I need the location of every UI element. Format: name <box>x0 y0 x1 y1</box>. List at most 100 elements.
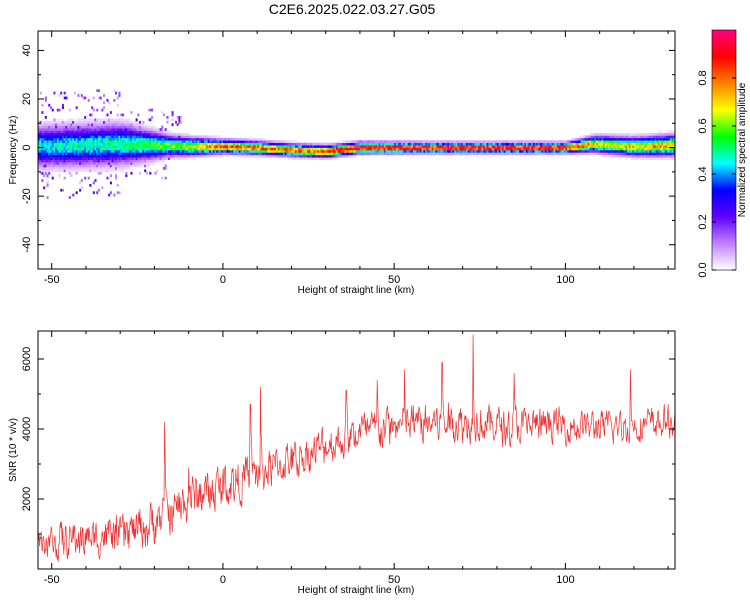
spectrogram-cell <box>156 130 159 134</box>
spectrogram-cell <box>510 140 513 144</box>
spectrogram-cell <box>144 133 147 136</box>
spectrogram-cell <box>85 137 88 141</box>
spectrogram-cell <box>207 142 210 146</box>
spectrogram-cell <box>91 130 94 134</box>
spectrogram-cell <box>628 145 631 148</box>
spectrogram-cell <box>120 145 123 148</box>
spectrogram-cell <box>68 162 71 165</box>
spectrogram-cell <box>452 152 455 156</box>
spectrogram-cell <box>91 150 94 153</box>
spectrogram-cell <box>481 150 484 153</box>
spectrogram-cell <box>109 164 112 168</box>
spectrogram-cell <box>418 147 421 151</box>
spectrogram-cell <box>151 130 154 134</box>
spectrogram-cell <box>41 123 44 127</box>
spectrogram-cell <box>70 135 73 139</box>
spectrogram-cell <box>140 164 143 168</box>
spectrogram-cell <box>555 142 558 146</box>
spectrogram-cell <box>515 147 518 151</box>
spectrogram-cell <box>301 154 304 158</box>
spectrogram-cell <box>644 157 647 161</box>
spectrogram-cell <box>618 135 621 139</box>
spectrogram-cell <box>56 120 59 124</box>
spectrogram-cell <box>512 140 515 144</box>
spectrogram-cell <box>597 145 600 148</box>
spectrogram-cell <box>72 128 75 131</box>
spectrogram-cell <box>130 171 133 175</box>
spectrogram-cell <box>380 150 383 153</box>
spectrogram-cell <box>133 150 136 153</box>
spectrogram-cell <box>72 118 75 122</box>
spectrogram-cell <box>132 147 135 151</box>
spectrogram-cell <box>139 171 142 175</box>
spectrogram-cell <box>284 154 287 158</box>
spectrogram-cell <box>258 150 261 153</box>
spectrogram-cell <box>116 125 119 129</box>
spectrogram-cell <box>663 145 666 148</box>
spectrogram-cell <box>135 140 138 144</box>
spectrogram-cell <box>397 142 400 146</box>
spectrogram-cell <box>130 137 133 141</box>
spectrogram-cell <box>527 150 530 153</box>
spectrogram-cell <box>53 137 56 141</box>
spectrogram-cell <box>577 145 580 148</box>
spectrogram-cell <box>392 142 395 146</box>
spectrogram-cell <box>94 167 97 170</box>
spectrogram-cell <box>315 142 318 146</box>
spectrogram-cell <box>459 147 462 151</box>
spectrogram-cell <box>43 157 46 161</box>
spectrogram-cell <box>103 167 106 170</box>
spectrogram-cell <box>128 133 131 136</box>
spectrogram-cell <box>121 157 124 161</box>
spectrogram-cell <box>284 147 287 151</box>
spectrogram-cell <box>255 154 258 158</box>
spectrogram-cell <box>279 152 282 156</box>
spectrogram-cell <box>87 167 90 170</box>
spectrogram-cell <box>168 135 171 139</box>
spectrogram-cell <box>99 118 102 122</box>
spectrogram-cell <box>637 157 640 161</box>
spectrogram-cell <box>190 142 193 146</box>
spectrogram-cell <box>75 123 78 127</box>
spectrogram-cell <box>38 164 41 168</box>
spectrogram-cell <box>106 128 109 131</box>
spectrogram-cell <box>428 152 431 156</box>
spectrogram-cell <box>130 150 133 153</box>
spectrogram-cell <box>55 159 58 163</box>
spectrogram-cell <box>673 133 675 136</box>
spectrogram-cell <box>462 142 465 146</box>
spectrogram-cell <box>161 135 164 139</box>
spectrogram-cell <box>173 145 176 148</box>
spectrogram-cell <box>243 137 246 141</box>
spectrogram-cell <box>382 145 385 148</box>
spectrogram-cell <box>113 120 116 124</box>
spectrogram-cell <box>639 142 642 146</box>
spectrogram-cell <box>43 164 46 168</box>
spectrogram-cell <box>80 137 83 141</box>
spectrogram-cell <box>77 123 80 127</box>
spectrogram-cell <box>46 169 49 173</box>
spectrogram-cell <box>68 164 71 168</box>
spectrogram-cell <box>39 167 42 170</box>
spectrogram-cell <box>151 116 154 119</box>
spectrogram-cell <box>55 164 58 168</box>
spectrogram-cell <box>106 133 109 136</box>
spectrogram-cell <box>448 152 451 156</box>
spectrogram-cell <box>277 152 280 156</box>
spectrogram-cell <box>101 186 104 190</box>
spectrogram-cell <box>51 137 54 141</box>
spectrogram-cell <box>560 145 563 148</box>
spectrogram-cell <box>193 150 196 153</box>
spectrogram-cell <box>627 152 630 156</box>
spectrogram-cell <box>72 164 75 168</box>
spectrogram-cell <box>228 145 231 148</box>
spectrogram-cell <box>466 142 469 146</box>
spectrogram-cell <box>389 147 392 151</box>
spectrogram-cell <box>77 164 80 168</box>
spectrogram-cell <box>246 140 249 144</box>
spectrogram-cell <box>262 145 265 148</box>
spectrogram-cell <box>621 133 624 136</box>
spectrogram-cell <box>183 142 186 146</box>
spectrogram-cell <box>43 125 46 129</box>
spectrogram-cell <box>632 157 635 161</box>
